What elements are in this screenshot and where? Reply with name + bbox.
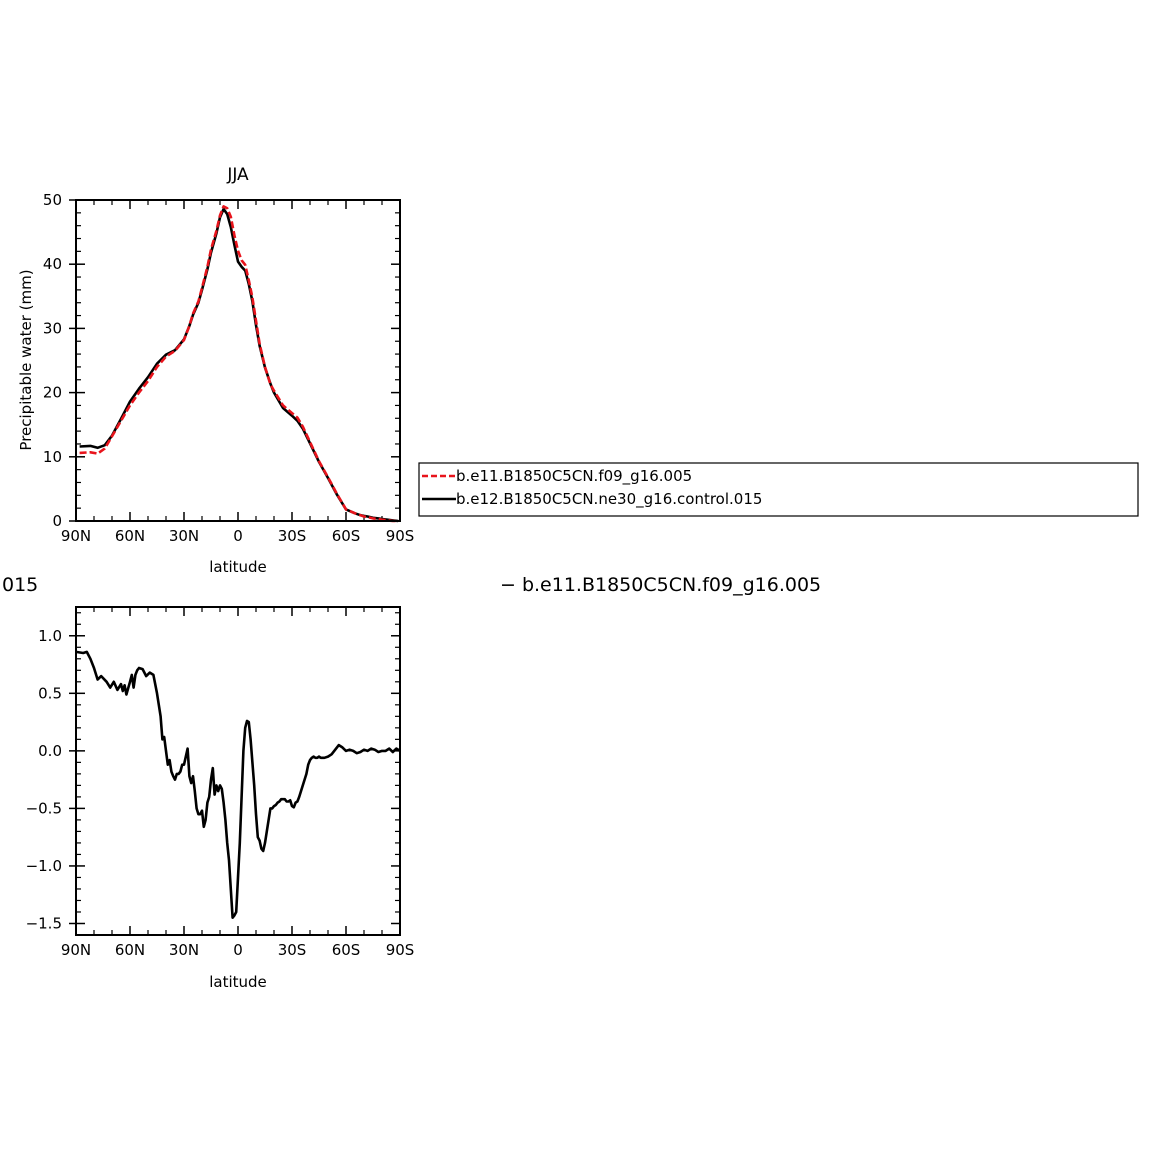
upper-panel: JJA Precipitable water (mm) latitude 90N… [17,165,414,576]
y-tick-label: −1.0 [26,857,62,875]
y-tick-label: 0 [52,512,62,530]
legend-entry-1: b.e11.B1850C5CN.f09_g16.005 [456,467,692,486]
x-tick-label: 90S [386,941,415,959]
x-tick-label: 30S [278,941,307,959]
x-tick-label: 30N [169,527,199,545]
lower-panel: 015 − b.e11.B1850C5CN.f09_g16.005 Precip… [0,574,821,991]
lower-left-label-fragment: 015 [2,574,38,596]
upper-x-tick-labels: 90N 60N 30N 0 30S 60S 90S [61,527,414,545]
x-tick-label: 60S [332,527,361,545]
lower-axis-ticks [69,607,401,936]
x-tick-label: 90S [386,527,415,545]
legend-box [418,462,1139,517]
y-tick-label: 0.5 [38,684,62,702]
y-tick-label: 50 [43,191,62,209]
x-tick-label: 30N [169,941,199,959]
legend: b.e11.B1850C5CN.f09_g16.005 b.e12.B1850C… [418,462,1139,517]
upper-series-lines [79,205,399,523]
x-tick-label: 60S [332,941,361,959]
y-tick-label: 10 [43,448,62,466]
lower-plot-frame [75,606,401,936]
y-tick-label: 1.0 [38,627,62,645]
upper-y-axis-label: Precipitable water (mm) [17,269,35,450]
lower-x-tick-labels: 90N 60N 30N 0 30S 60S 90S [61,941,414,959]
x-tick-label: 90N [61,527,91,545]
x-tick-label: 30S [278,527,307,545]
x-tick-label: 90N [61,941,91,959]
x-tick-label: 60N [115,527,145,545]
lower-y-axis-label: Precipitable water (mm) [0,677,18,858]
lower-x-axis-label: latitude [209,973,267,991]
series-line-1 [79,205,399,523]
lower-series-lines [75,650,401,920]
x-tick-label: 60N [115,941,145,959]
lower-y-tick-labels: −1.5 −1.0 −0.5 0.0 0.5 1.0 [26,627,62,933]
lower-right-label: − b.e11.B1850C5CN.f09_g16.005 [500,574,821,596]
y-tick-label: −0.5 [26,799,62,817]
y-tick-label: 30 [43,319,62,337]
x-tick-label: 0 [233,941,243,959]
series-line-1 [75,650,401,920]
y-tick-label: 20 [43,384,62,402]
y-tick-label: 40 [43,255,62,273]
upper-chart-title: JJA [226,165,249,185]
legend-entry-2: b.e12.B1850C5CN.ne30_g16.control.015 [456,490,762,509]
upper-y-tick-labels: 0 10 20 30 40 50 [43,191,62,530]
upper-plot-frame [75,199,401,522]
upper-x-axis-label: latitude [209,558,267,576]
x-tick-label: 0 [233,527,243,545]
y-tick-label: 0.0 [38,742,62,760]
y-tick-label: −1.5 [26,914,62,932]
